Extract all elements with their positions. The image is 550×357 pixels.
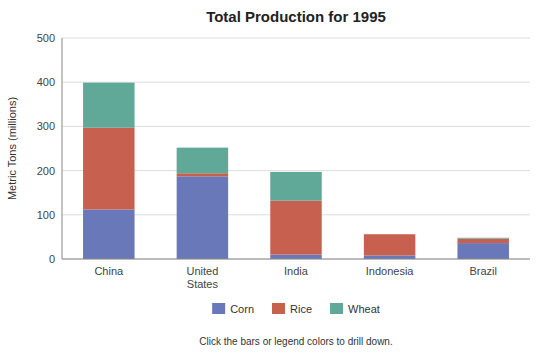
legend-label: Wheat: [348, 303, 380, 315]
bar-segment: [270, 172, 321, 201]
legend: Corn Rice Wheat: [212, 303, 380, 315]
y-tick-label: 300: [37, 120, 55, 132]
bar-segment: [177, 173, 228, 176]
x-axis-line: [62, 259, 530, 260]
grid-line: [62, 259, 530, 260]
x-tick-label: Brazil: [469, 265, 497, 277]
bar-segment: [83, 209, 134, 259]
bar-segment: [177, 176, 228, 259]
bar-segment: [177, 148, 228, 174]
chart-svg: Total Production for 1995 0 100 200 300 400 50…: [0, 0, 550, 357]
legend-swatch: [212, 303, 225, 314]
grid-line: [62, 38, 530, 39]
legend-item: Wheat: [330, 303, 380, 315]
x-tick-label: India: [284, 265, 309, 277]
legend-swatch: [272, 303, 285, 314]
bar-segment: [457, 239, 508, 243]
footnote: Click the bars or legend colors to drill…: [199, 336, 392, 347]
y-axis-line: [62, 38, 63, 259]
bar-segment: [364, 255, 415, 259]
y-axis-label: Metric Tons (millions): [6, 97, 18, 200]
legend-label: Corn: [230, 303, 254, 315]
y-tick-label: 0: [49, 253, 55, 265]
bar-segment: [457, 237, 508, 239]
legend-label: Rice: [290, 303, 312, 315]
bar-segment: [364, 234, 415, 235]
legend-swatch: [330, 303, 343, 314]
bar-segment: [83, 128, 134, 210]
grid-line: [62, 82, 530, 83]
y-tick-label: 500: [37, 32, 55, 44]
legend-item: Rice: [272, 303, 312, 315]
y-tick-label: 400: [37, 76, 55, 88]
bar-segment: [270, 255, 321, 259]
legend-item: Corn: [212, 303, 254, 315]
grid: [62, 38, 530, 259]
x-tick-label: UnitedStates: [187, 265, 219, 290]
chart-container: Total Production for 1995 0 100 200 300 400 50…: [0, 0, 550, 357]
x-tick-label: China: [94, 265, 124, 277]
chart-title: Total Production for 1995: [206, 8, 386, 25]
bars: [83, 83, 509, 259]
y-tick-label: 200: [37, 165, 55, 177]
bar-segment: [364, 234, 415, 255]
bar-segment: [457, 243, 508, 259]
x-tick-label: Indonesia: [366, 265, 415, 277]
y-tick-label: 100: [37, 209, 55, 221]
bar-segment: [270, 201, 321, 255]
bar-segment: [83, 83, 134, 128]
